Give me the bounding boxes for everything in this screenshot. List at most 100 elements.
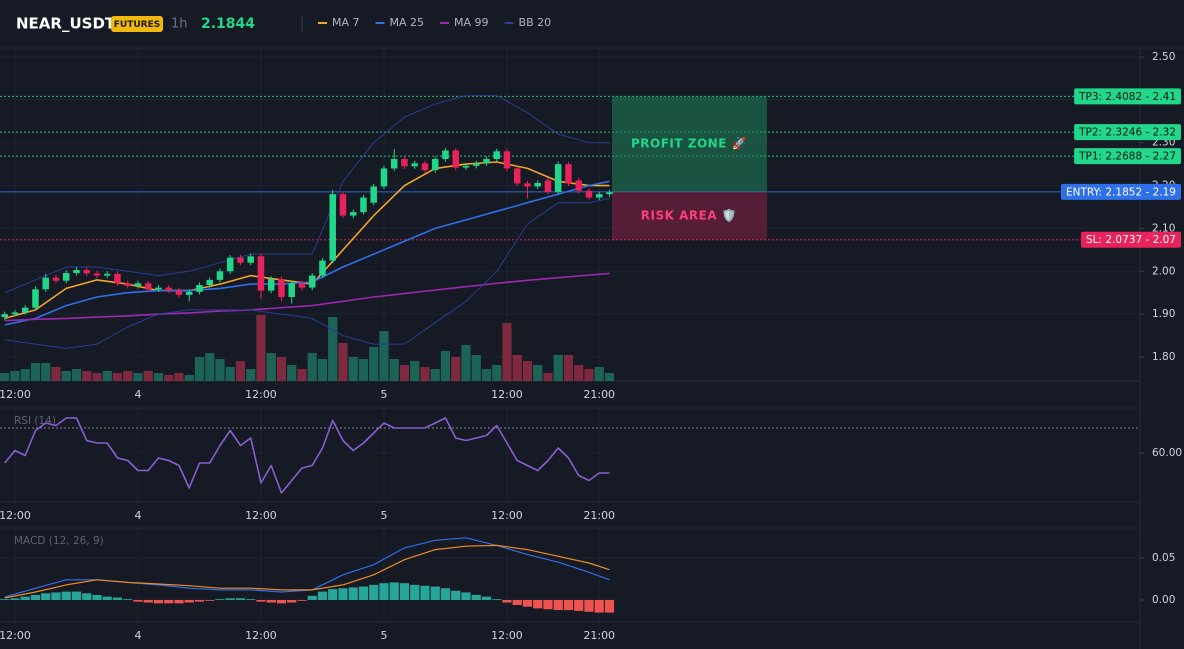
volume-bar [492, 365, 502, 381]
histogram-bar [92, 594, 102, 600]
level-badge [1060, 183, 1181, 200]
histogram-bar [307, 595, 317, 600]
candle-body [349, 212, 357, 216]
candle-body [503, 151, 511, 169]
volume-bar [205, 353, 215, 381]
volume-bar [399, 365, 410, 381]
histogram-bar [10, 598, 20, 600]
histogram-bar [420, 585, 430, 600]
x-tick-label: 12:00 [245, 388, 277, 401]
histogram-bar [246, 599, 256, 600]
last-price: 2.1844 [201, 16, 255, 32]
histogram-bar [379, 583, 389, 600]
volume-bar [71, 369, 82, 381]
candle-body [247, 256, 254, 263]
histogram-bar [584, 599, 594, 612]
volume-bar [451, 357, 461, 381]
candle-body [513, 168, 521, 184]
x-tick-label: 21:00 [583, 388, 615, 401]
badge: FUTURES [114, 20, 160, 30]
volume-bar [389, 359, 399, 381]
volume-bar [461, 345, 471, 381]
volume-bar [287, 365, 297, 381]
volume-bar [41, 363, 51, 381]
candle-body [267, 279, 275, 291]
volume-bar [430, 369, 440, 381]
candle-body [155, 287, 162, 290]
candle-body [114, 273, 121, 284]
histogram-bar [317, 591, 328, 600]
candle-body [1, 314, 8, 318]
histogram-bar [563, 599, 574, 611]
histogram-bar [328, 589, 338, 600]
histogram-bar [430, 586, 440, 600]
candle-body [237, 257, 244, 263]
candle-body [103, 273, 111, 276]
x-tick-label: 5 [380, 388, 387, 401]
candle-body [483, 159, 490, 164]
volume-bar [164, 375, 174, 381]
volume-bar [522, 361, 533, 381]
histogram-bar [440, 588, 451, 600]
volume-bar [563, 355, 574, 381]
histogram-bar [348, 587, 358, 600]
volume-bar [102, 371, 112, 381]
volume-bar [379, 331, 389, 381]
histogram-bar [512, 599, 522, 606]
interval: 1h [171, 17, 188, 32]
volume-bar [594, 367, 604, 381]
volume-bar [10, 371, 20, 381]
x-tick-label: 4 [134, 629, 141, 642]
y-tick-label: 0.05 [1152, 552, 1175, 564]
y-tick-label: 0.00 [1152, 594, 1175, 606]
candle-body [534, 183, 541, 187]
candle-body [216, 271, 224, 280]
candle-body [380, 168, 388, 187]
candle-body [595, 194, 603, 198]
candle-body [421, 163, 429, 171]
histogram-bar [143, 599, 153, 603]
volume-bar [440, 351, 451, 381]
candle-body [329, 194, 336, 261]
candle-body [185, 291, 193, 295]
histogram-bar [369, 584, 379, 600]
histogram-bar [82, 593, 92, 600]
volume-bar [307, 353, 317, 381]
x-tick-label: 4 [134, 509, 141, 522]
histogram-bar [61, 591, 71, 600]
level-badge [1074, 148, 1181, 165]
volume-bar [61, 371, 71, 381]
indicator-line [4, 197, 610, 349]
histogram-bar [522, 599, 533, 607]
histogram-bar [194, 599, 205, 602]
candle-body [124, 283, 131, 286]
volume-bar [30, 363, 41, 381]
volume-bar [235, 361, 246, 381]
candle-body [585, 190, 593, 198]
candle-body [206, 279, 213, 285]
histogram-bar [594, 599, 604, 613]
histogram-bar [133, 599, 143, 602]
volume-bar [410, 361, 420, 381]
candle-body [390, 159, 398, 169]
volume-bar [266, 353, 276, 381]
y-tick-label: 2.00 [1152, 265, 1175, 277]
volume-bar [471, 355, 481, 381]
x-tick-label: 12:00 [491, 388, 523, 401]
histogram-bar [276, 599, 287, 604]
volume-bar [143, 371, 153, 381]
candle-body [606, 192, 613, 195]
volume-bar [133, 373, 143, 381]
x-tick-label: 12:00 [245, 629, 277, 642]
zone-label: PROFIT ZONE 🚀 [631, 137, 747, 151]
panel [0, 408, 1140, 502]
histogram-bar [205, 599, 215, 601]
candle-body [431, 159, 439, 171]
volume-bar [574, 365, 584, 381]
candle-body [21, 307, 29, 313]
histogram-bar [451, 590, 461, 600]
level-badge [1074, 124, 1181, 141]
volume-bar [153, 373, 164, 381]
candle-body [134, 283, 142, 286]
